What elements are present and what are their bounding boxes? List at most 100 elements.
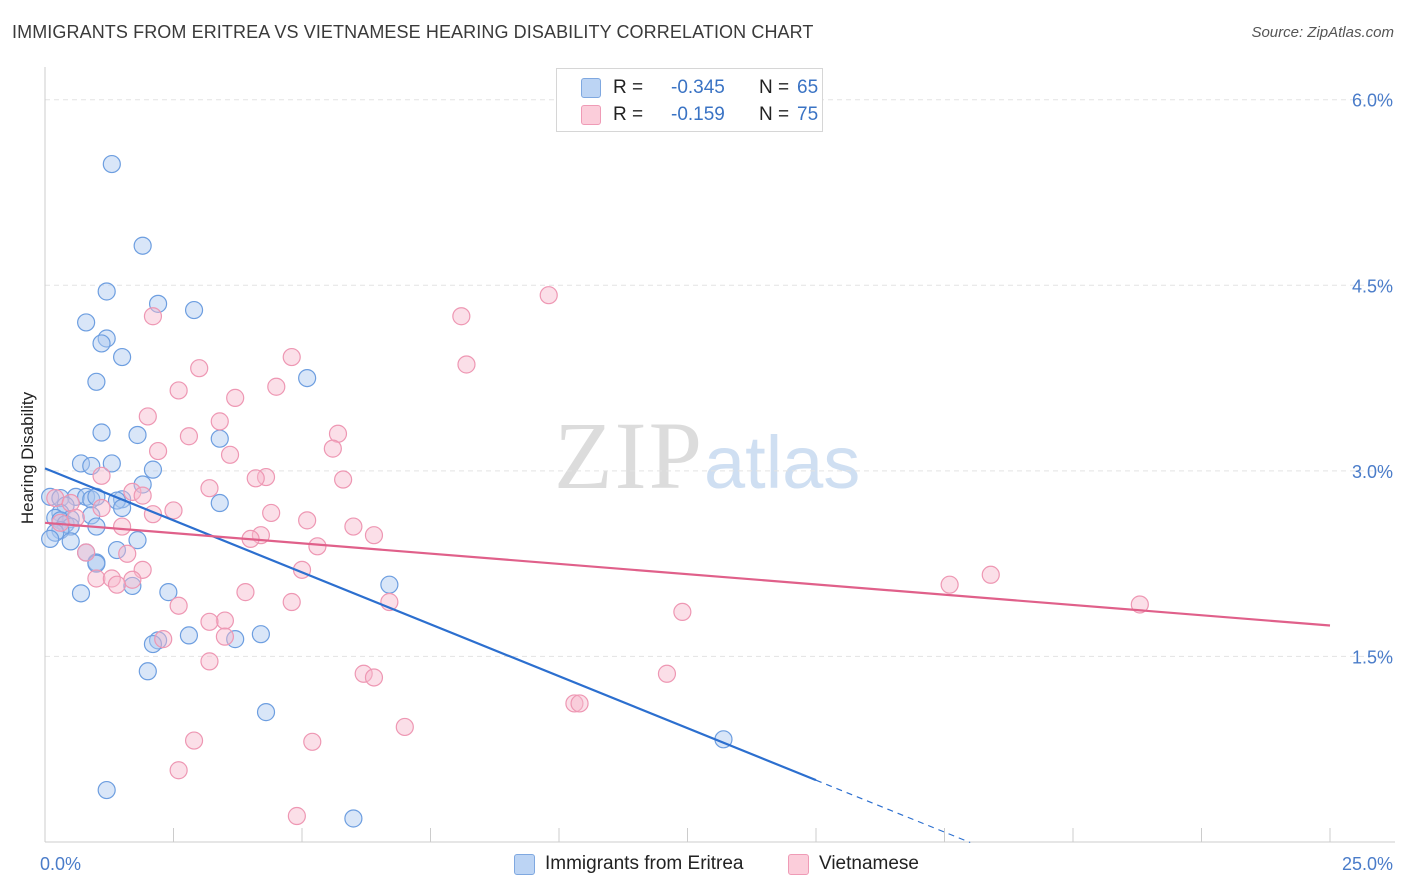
vietnamese-point xyxy=(184,731,204,750)
eritrea-point xyxy=(92,423,111,442)
vietnamese-point xyxy=(570,694,589,713)
eritrea-point xyxy=(210,493,229,513)
series-eritrea-points xyxy=(41,154,733,828)
eritrea-point xyxy=(77,313,96,332)
swatch-eritrea xyxy=(581,78,601,98)
vietnamese-point xyxy=(364,526,384,545)
vietnamese-point xyxy=(169,761,188,780)
vietnamese-point xyxy=(267,377,286,396)
vietnamese-point xyxy=(1130,595,1149,614)
eritrea-point xyxy=(41,529,60,549)
eritrea-point xyxy=(251,625,270,644)
chart-title: IMMIGRANTS FROM ERITREA VS VIETNAMESE HE… xyxy=(12,22,814,42)
source-credit: Source: ZipAtlas.com xyxy=(1251,24,1394,41)
eritrea-point xyxy=(87,372,106,391)
y-tick-label: 4.5% xyxy=(1352,276,1393,296)
eritrea-point xyxy=(184,300,204,320)
vietnamese-point xyxy=(169,381,188,400)
vietnamese-point xyxy=(148,441,168,461)
series-vietnamese-points xyxy=(46,286,1149,826)
vietnamese-point xyxy=(154,630,173,649)
vietnamese-point xyxy=(303,732,322,751)
eritrea-point xyxy=(298,368,317,388)
eritrea-point xyxy=(256,703,276,722)
vietnamese-point xyxy=(87,569,106,588)
vietnamese-point xyxy=(118,544,137,563)
vietnamese-point xyxy=(236,583,255,602)
trend-lines xyxy=(44,467,1331,844)
y-tick-label: 1.5% xyxy=(1352,647,1393,667)
r-label: R = xyxy=(613,77,644,98)
eritrea-point xyxy=(61,532,80,551)
swatch-vietnamese xyxy=(581,105,601,125)
eritrea-trend-extension xyxy=(815,779,971,844)
legend-swatch-vietnamese xyxy=(788,854,809,875)
eritrea-point xyxy=(179,626,199,645)
vietnamese-point xyxy=(673,602,692,622)
vietnamese-point xyxy=(287,806,306,826)
r-value: -0.345 xyxy=(671,77,725,98)
vietnamese-point xyxy=(200,612,219,631)
legend-label-vietnamese: Vietnamese xyxy=(819,853,919,874)
eritrea-point xyxy=(82,506,101,525)
eritrea-point xyxy=(344,809,363,828)
vietnamese-point xyxy=(77,543,96,562)
vietnamese-point xyxy=(200,652,219,671)
vietnamese-point xyxy=(92,466,111,485)
eritrea-point xyxy=(128,425,147,445)
n-label: N = xyxy=(759,77,790,98)
eritrea-point xyxy=(143,634,163,654)
vietnamese-point xyxy=(220,445,240,464)
n-label: N = xyxy=(759,104,790,125)
eritrea-point xyxy=(102,454,121,473)
vietnamese-point xyxy=(395,717,414,737)
vietnamese-point xyxy=(138,407,157,426)
eritrea-point xyxy=(138,662,157,681)
vietnamese-point xyxy=(143,307,163,326)
eritrea-point xyxy=(97,329,116,348)
watermark-atlas: atlas xyxy=(704,421,861,504)
eritrea-point xyxy=(97,780,116,800)
eritrea-point xyxy=(143,460,163,479)
axes xyxy=(44,67,1395,843)
eritrea-point xyxy=(380,575,399,594)
vietnamese-point xyxy=(354,664,373,683)
tick-labels: 1.5% 3.0% 4.5% 6.0% 0.0% 25.0% xyxy=(40,91,1393,874)
vietnamese-point xyxy=(298,511,317,530)
eritrea-point xyxy=(123,576,142,596)
eritrea-point xyxy=(128,531,147,550)
vietnamese-point xyxy=(215,611,234,630)
r-value: -0.159 xyxy=(671,104,725,125)
vietnamese-point xyxy=(246,469,265,488)
vietnamese-point xyxy=(123,482,142,502)
vietnamese-point xyxy=(940,575,959,594)
vietnamese-point xyxy=(565,694,584,713)
vietnamese-point xyxy=(164,501,183,520)
correlation-stats-box: R = -0.345 N = 65 R = -0.159 N = 75 xyxy=(556,68,823,132)
vietnamese-point xyxy=(179,427,199,446)
x-tick-label: 25.0% xyxy=(1342,854,1393,874)
eritrea-point xyxy=(159,583,178,602)
y-axis-title: Hearing Disability xyxy=(18,391,37,524)
grid-lines xyxy=(45,99,1395,657)
eritrea-point xyxy=(92,334,111,353)
vietnamese-point xyxy=(133,486,152,505)
vietnamese-point xyxy=(657,664,677,683)
vietnamese-point xyxy=(323,439,342,458)
eritrea-point xyxy=(102,154,121,174)
watermark: ZIPatlas xyxy=(554,400,860,511)
eritrea-trend-line xyxy=(44,467,817,782)
vietnamese-point xyxy=(190,359,209,378)
legend-swatch-eritrea xyxy=(514,854,535,875)
vietnamese-point xyxy=(457,355,476,374)
eritrea-point xyxy=(97,282,116,301)
vietnamese-point xyxy=(169,596,188,615)
vietnamese-point xyxy=(308,537,327,556)
vietnamese-point xyxy=(262,503,281,523)
vietnamese-point xyxy=(282,592,301,612)
vietnamese-point xyxy=(92,498,111,518)
vietnamese-trend-line xyxy=(44,521,1331,627)
eritrea-point xyxy=(133,236,152,255)
vietnamese-point xyxy=(282,347,301,367)
